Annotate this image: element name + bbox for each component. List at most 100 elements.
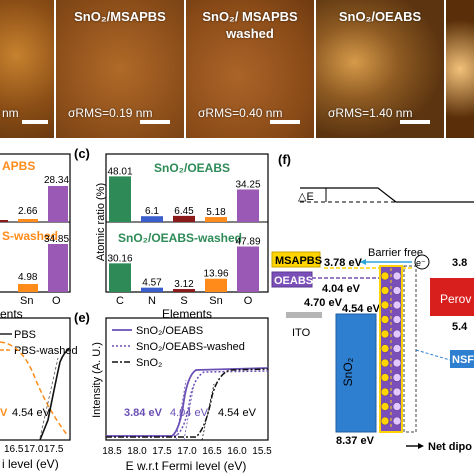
panel-b-title-bot: S-washed (2, 229, 58, 243)
panel-f-dipole-charge (380, 358, 390, 368)
panel-e-ann-3: 4.54 eV (218, 407, 257, 419)
panel-f-barrier-arrowhead (360, 259, 366, 265)
afm-rms-2: σRMS=0.40 nm (198, 106, 283, 120)
panel-b: APBS 28.34 2.66 S-washed 34.85 4.98 Sn O… (0, 153, 71, 321)
panel-c-bot-label-o: 47.89 (235, 237, 260, 248)
panel-b-val-sn-top: 2.66 (18, 206, 38, 217)
panel-c-xlabel: Elements (162, 307, 212, 321)
panel-c-top-bar-n (141, 216, 163, 222)
panel-f-perov-block (430, 278, 474, 316)
panel-f-dipole-charge (380, 271, 390, 281)
panel-b-val-sn-bot: 4.98 (18, 272, 38, 283)
panel-e-label: (e) (74, 310, 90, 325)
panel-f-electron-icon (414, 254, 430, 270)
panel-f-ito-bar (286, 312, 322, 318)
panel-c-xtick-n: N (148, 295, 156, 307)
panel-e: (e) Intensity (A. U.) SnO₂/OEABS SnO₂/OE… (74, 310, 272, 473)
panel-b-xlabel: ents (0, 307, 23, 321)
panel-c-bot-label-c: 30.16 (107, 253, 132, 264)
panel-f-ito: ITO (292, 327, 311, 339)
afm-title-2: SnO₂/ MSAPBS (202, 9, 298, 24)
panel-f-msapbs: MSAPBS (275, 255, 322, 267)
panel-b-bar-sn-bot (18, 284, 38, 292)
panel-f-dipole-charge (380, 387, 390, 397)
panel-d-xtick-1: 16.5 (4, 444, 24, 455)
panel-e-legend-2: SnO₂/OEABS-washed (136, 341, 245, 353)
panel-c-xtick-s: S (180, 295, 187, 307)
panel-f-delta-e: △E (298, 191, 314, 203)
panel-f: (f) △E Barrier free MSAPBS 3.78 eV OEABS… (271, 152, 474, 453)
panel-f-dipole-charge (392, 344, 402, 353)
panel-f-msapbs-val: 3.78 eV (324, 257, 363, 269)
panel-f-dipole-charge (380, 373, 390, 382)
panel-f-nsf-connector (415, 349, 451, 361)
afm-title-1: SnO₂/MSAPBS (74, 9, 166, 24)
panel-f-barrier: Barrier free (368, 247, 423, 259)
afm-title-3: SnO₂/OEABS (338, 9, 422, 24)
panel-c-top-bar-o (237, 189, 259, 222)
panel-c: (c) Atomic ratio (%) SnO₂/OEABS SnO₂/OEA… (74, 146, 269, 321)
panel-e-ann-2: 4.04 eV (170, 407, 209, 419)
panel-e-xtick: 16.0 (227, 446, 247, 457)
afm-title-2b: washed (226, 26, 274, 41)
panel-c-top-bar-sn (205, 217, 227, 222)
panel-c-xtick-o: O (244, 295, 253, 307)
panel-f-sno2-block (335, 313, 377, 433)
panel-c-top-label-sn: 5.18 (206, 207, 226, 218)
panel-f-dashed-box (403, 265, 417, 433)
panel-f-dipole-charge (392, 300, 402, 310)
panel-c-top-label-c: 48.01 (107, 166, 132, 177)
panel-e-legend-3: SnO₂ (136, 357, 162, 369)
panel-f-top-right: 3.8 (452, 257, 467, 269)
panel-e-frame (105, 317, 269, 441)
panel-d-legend-1: PBS (14, 329, 36, 341)
afm-rms-1: σRMS=0.19 nm (68, 106, 153, 120)
panel-b-title-top: APBS (2, 159, 35, 173)
panel-f-oeabs: OEABS (274, 275, 313, 287)
panel-c-ylabel: Atomic ratio (%) (95, 183, 107, 261)
panel-f-dipole-charge (392, 402, 402, 411)
panel-c-bot-label-s: 3.12 (174, 279, 194, 290)
afm-image-3: SnO₂/OEABS σRMS=1.40 nm (316, 0, 444, 138)
afm-rms-3: σRMS=1.40 nm (328, 106, 413, 120)
panel-d-xtick-3: 17.5 (44, 444, 64, 455)
panel-e-curve-sno2 (106, 368, 269, 438)
panel-c-bot-bar-o (237, 246, 259, 292)
panel-e-legend-1: SnO₂/OEABS (136, 325, 203, 337)
panel-b-xtick-o: O (52, 295, 61, 307)
panel-c-top-label-o: 34.25 (235, 179, 260, 190)
panel-b-bar-s-top (0, 220, 8, 222)
panel-f-dipole-charge (392, 315, 402, 324)
panel-c-bot-label-n: 4.57 (142, 278, 162, 289)
panel-d-ann-1: V (0, 407, 8, 419)
panel-f-dipole-charge (380, 286, 390, 295)
panel-f-dipole-charge (392, 358, 402, 368)
afm-scale-bar-1 (140, 120, 170, 124)
panel-e-xtick: 16.5 (202, 446, 222, 457)
panel-c-label: (c) (74, 146, 90, 161)
panel-f-dipole-charge (380, 416, 390, 426)
afm-image-1: SnO₂/MSAPBS σRMS=0.19 nm (56, 0, 184, 138)
panel-c-bot-bar-s (173, 289, 195, 292)
panel-d-frame (0, 317, 71, 441)
panel-f-oeabs-val: 4.04 eV (322, 283, 361, 295)
panel-c-top-label-s: 6.45 (174, 206, 194, 217)
panel-f-sno2: SnO₂ (341, 357, 355, 386)
panel-b-xtick-sn: Sn (20, 295, 33, 307)
afm-rms-0: nm (2, 106, 19, 120)
panel-c-top-bar-c (109, 176, 131, 222)
panel-c-title-bot: SnO₂/OEABS-washed (118, 231, 242, 245)
panel-f-dipole-charge (380, 344, 390, 353)
panel-c-xtick-sn: Sn (209, 295, 222, 307)
panel-e-fit-2 (183, 383, 195, 441)
afm-image-2: SnO₂/ MSAPBS washed σRMS=0.40 nm (186, 0, 314, 138)
panel-f-electron: e⁻ (416, 258, 426, 268)
panel-c-bot-bar-sn (205, 278, 227, 292)
panel-f-nsf-box (450, 350, 474, 368)
panel-d-curve-washed (0, 341, 69, 437)
panel-f-dipole-charge (392, 373, 402, 382)
afm-scale-bar-2 (270, 120, 300, 124)
panel-b-val-o-bot: 34.85 (44, 234, 69, 245)
panel-c-top-label-n: 6.1 (145, 206, 159, 217)
panel-d-curve-base (39, 347, 71, 441)
